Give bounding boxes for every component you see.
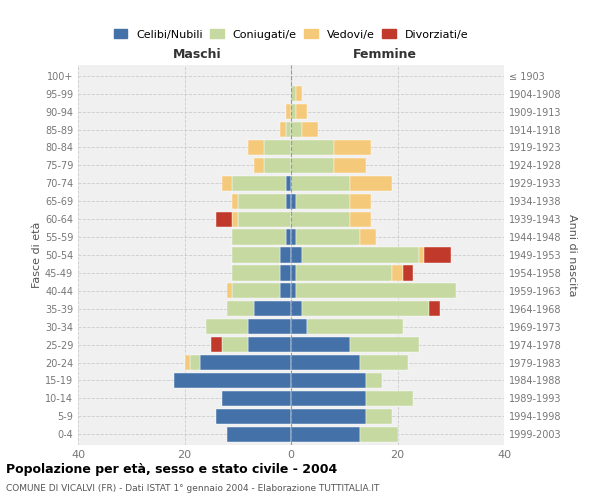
- Bar: [296, 266, 392, 280]
- Bar: [296, 86, 302, 102]
- Bar: [190, 355, 200, 370]
- Bar: [291, 426, 360, 442]
- Bar: [291, 86, 296, 102]
- Bar: [291, 301, 302, 316]
- Bar: [291, 283, 296, 298]
- Bar: [248, 319, 291, 334]
- Text: COMUNE DI VICALVI (FR) - Dati ISTAT 1° gennaio 2004 - Elaborazione TUTTITALIA.IT: COMUNE DI VICALVI (FR) - Dati ISTAT 1° g…: [6, 484, 379, 493]
- Y-axis label: Anni di nascita: Anni di nascita: [567, 214, 577, 296]
- Bar: [280, 122, 286, 137]
- Text: Popolazione per età, sesso e stato civile - 2004: Popolazione per età, sesso e stato civil…: [6, 462, 337, 475]
- Bar: [302, 122, 317, 137]
- Bar: [291, 140, 334, 155]
- Bar: [291, 391, 365, 406]
- Bar: [206, 319, 248, 334]
- Bar: [174, 373, 291, 388]
- Bar: [291, 266, 296, 280]
- Text: Femmine: Femmine: [353, 48, 417, 61]
- Bar: [286, 176, 291, 191]
- Bar: [350, 176, 392, 191]
- Bar: [286, 230, 291, 244]
- Bar: [217, 212, 232, 227]
- Bar: [200, 355, 291, 370]
- Bar: [227, 301, 254, 316]
- Bar: [350, 194, 371, 209]
- Bar: [291, 337, 350, 352]
- Bar: [286, 104, 291, 119]
- Bar: [424, 248, 451, 262]
- Bar: [286, 194, 291, 209]
- Bar: [211, 337, 222, 352]
- Bar: [232, 248, 280, 262]
- Bar: [185, 355, 190, 370]
- Bar: [291, 104, 296, 119]
- Bar: [360, 355, 408, 370]
- Bar: [291, 319, 307, 334]
- Bar: [232, 176, 286, 191]
- Bar: [222, 337, 248, 352]
- Bar: [254, 158, 265, 173]
- Bar: [227, 426, 291, 442]
- Bar: [334, 158, 365, 173]
- Bar: [419, 248, 424, 262]
- Bar: [222, 391, 291, 406]
- Bar: [365, 391, 413, 406]
- Bar: [296, 194, 350, 209]
- Bar: [360, 230, 376, 244]
- Bar: [296, 104, 307, 119]
- Bar: [291, 248, 302, 262]
- Bar: [222, 176, 232, 191]
- Bar: [232, 194, 238, 209]
- Bar: [291, 158, 334, 173]
- Bar: [238, 194, 286, 209]
- Bar: [265, 158, 291, 173]
- Bar: [365, 373, 382, 388]
- Bar: [291, 122, 302, 137]
- Text: Maschi: Maschi: [173, 48, 221, 61]
- Bar: [403, 266, 413, 280]
- Bar: [291, 212, 350, 227]
- Bar: [392, 266, 403, 280]
- Bar: [232, 266, 280, 280]
- Bar: [296, 230, 360, 244]
- Bar: [232, 230, 286, 244]
- Bar: [296, 283, 456, 298]
- Bar: [334, 140, 371, 155]
- Bar: [302, 301, 430, 316]
- Bar: [280, 248, 291, 262]
- Y-axis label: Fasce di età: Fasce di età: [32, 222, 42, 288]
- Bar: [286, 122, 291, 137]
- Bar: [291, 373, 365, 388]
- Bar: [248, 140, 265, 155]
- Bar: [360, 426, 398, 442]
- Bar: [232, 212, 238, 227]
- Bar: [217, 408, 291, 424]
- Bar: [350, 337, 419, 352]
- Bar: [280, 266, 291, 280]
- Bar: [350, 212, 371, 227]
- Bar: [248, 337, 291, 352]
- Bar: [291, 408, 365, 424]
- Legend: Celibi/Nubili, Coniugati/e, Vedovi/e, Divorziati/e: Celibi/Nubili, Coniugati/e, Vedovi/e, Di…: [112, 27, 470, 42]
- Bar: [291, 355, 360, 370]
- Bar: [291, 230, 296, 244]
- Bar: [265, 140, 291, 155]
- Bar: [280, 283, 291, 298]
- Bar: [238, 212, 291, 227]
- Bar: [365, 408, 392, 424]
- Bar: [430, 301, 440, 316]
- Bar: [307, 319, 403, 334]
- Bar: [232, 283, 280, 298]
- Bar: [302, 248, 419, 262]
- Bar: [291, 176, 350, 191]
- Bar: [254, 301, 291, 316]
- Bar: [227, 283, 232, 298]
- Bar: [291, 194, 296, 209]
